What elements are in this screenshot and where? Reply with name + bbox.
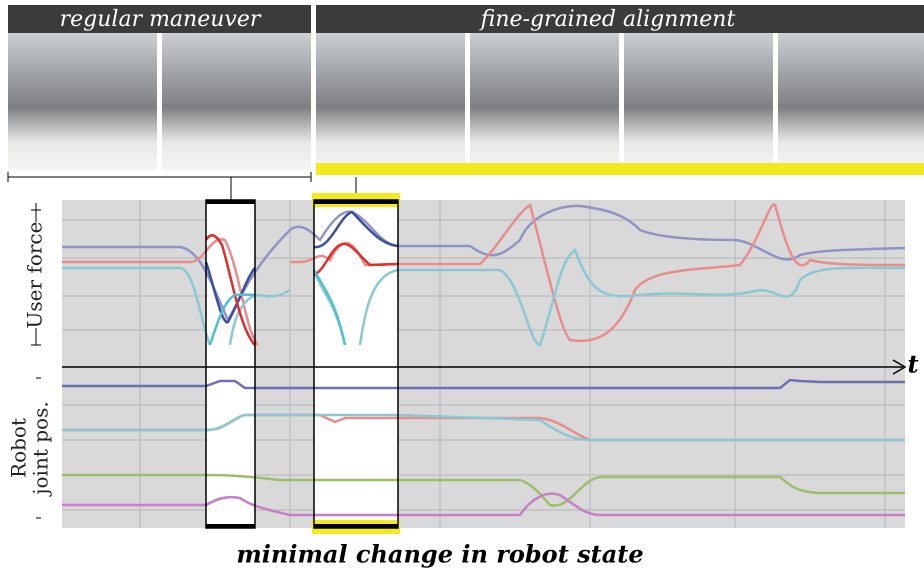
photo — [8, 30, 157, 170]
lower-label: Robot — [7, 418, 31, 478]
photo — [624, 30, 773, 170]
upper-label: User force — [23, 222, 47, 329]
time-label: t — [907, 350, 918, 379]
photo — [470, 30, 619, 170]
caption: minimal change in robot state — [236, 540, 643, 569]
side-labels: User force Robot joint pos. — [7, 203, 53, 518]
window — [206, 200, 255, 528]
figure: regular maneuver fine-grained alignment — [0, 0, 924, 572]
photo — [316, 30, 465, 170]
photo-strip: regular maneuver fine-grained alignment — [8, 5, 924, 200]
photo — [778, 30, 924, 170]
photo — [162, 30, 311, 170]
highlight-bar — [316, 163, 924, 175]
header-right: fine-grained alignment — [479, 7, 736, 32]
lower-label: joint pos. — [29, 401, 53, 496]
header-left: regular maneuver — [60, 7, 262, 32]
